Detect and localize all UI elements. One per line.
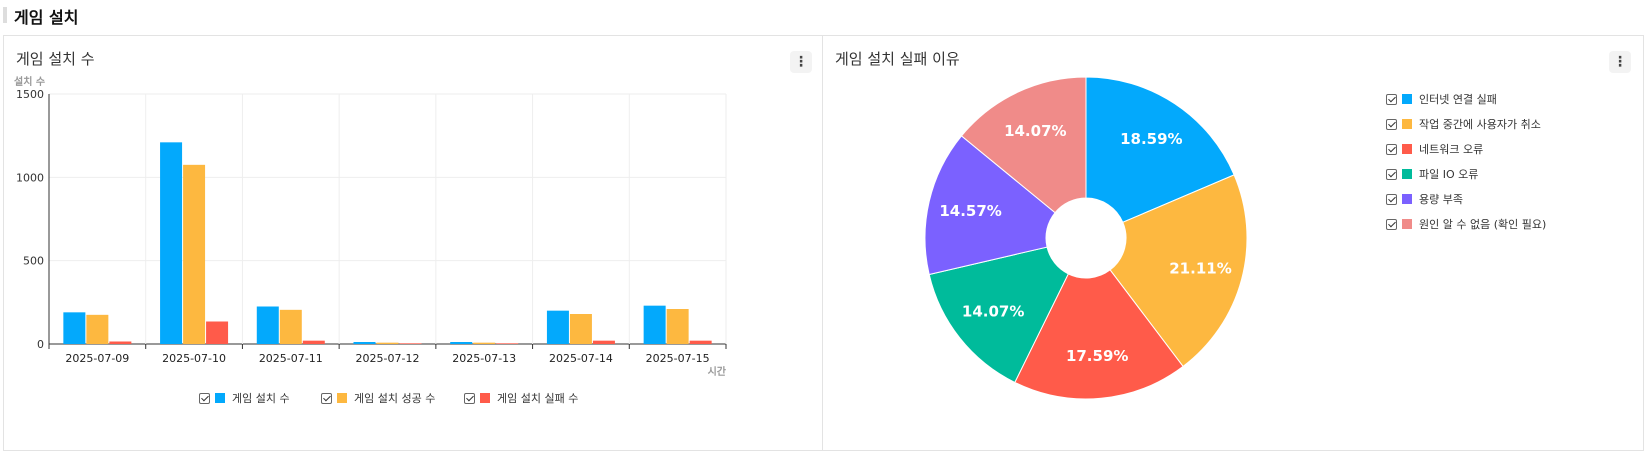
- legend-swatch: [1402, 219, 1412, 229]
- legend-item[interactable]: 인터넷 연결 실패: [1386, 91, 1497, 107]
- bar: [496, 343, 519, 344]
- bar: [256, 306, 279, 344]
- pie-slice: [928, 246, 1069, 384]
- pie-slice: [924, 135, 1056, 276]
- y-axis-label: 설치 수: [14, 75, 45, 88]
- legend-checkbox[interactable]: [464, 392, 475, 404]
- x-tick-label: 2025-07-15: [646, 352, 710, 365]
- x-tick-label: 2025-07-10: [162, 352, 226, 365]
- slice-label: 18.59%: [1120, 130, 1182, 148]
- more-menu-button[interactable]: ⋮: [1609, 51, 1631, 73]
- bar: [376, 342, 399, 344]
- y-tick-label: 0: [37, 338, 44, 351]
- legend-label: 인터넷 연결 실패: [1419, 93, 1497, 106]
- x-axis-label: 시간: [708, 365, 727, 378]
- bar: [160, 142, 183, 344]
- pie-slice: [1014, 269, 1184, 400]
- donut-chart: 18.59% 21.11% 17.59% 14.07% 14.57% 14.07%: [924, 76, 1248, 400]
- pie-slice: [960, 76, 1087, 214]
- bar: [353, 342, 376, 344]
- bar: [279, 309, 302, 344]
- install-count-panel: 게임 설치 수 ⋮ 설치 수 0 500 1000 1500 2025-07-09 2025…: [3, 35, 825, 451]
- section-title: 게임 설치: [14, 8, 79, 27]
- legend-swatch: [1402, 119, 1412, 129]
- bar: [546, 310, 569, 344]
- bar: [302, 340, 325, 344]
- legend-checkbox[interactable]: [1386, 168, 1397, 180]
- legend-label: 용량 부족: [1419, 193, 1463, 206]
- bar: [473, 342, 496, 344]
- legend-swatch: [1402, 169, 1412, 179]
- bar: [643, 305, 666, 344]
- legend-label: 파일 IO 오류: [1419, 168, 1479, 181]
- legend-swatch: [337, 393, 347, 403]
- x-tick-label: 2025-07-09: [65, 352, 129, 365]
- y-tick-label: 1000: [16, 171, 44, 184]
- pie-slice: [1109, 174, 1248, 368]
- legend-checkbox[interactable]: [1386, 118, 1397, 130]
- legend-swatch: [215, 393, 225, 403]
- bar-chart: 설치 수 0 500 1000 1500 2025-07-09 2025-07-10 2025…: [14, 75, 727, 378]
- legend-item[interactable]: 게임 설치 실패 수: [464, 390, 578, 406]
- x-tick-label: 2025-07-11: [259, 352, 323, 365]
- legend-item[interactable]: 게임 설치 수: [199, 390, 290, 406]
- bar: [183, 164, 206, 344]
- section-header: 게임 설치: [0, 0, 1647, 30]
- legend-checkbox[interactable]: [199, 392, 210, 404]
- panel-title: 게임 설치 수: [16, 50, 95, 68]
- legend-checkbox[interactable]: [1386, 218, 1397, 230]
- slice-label: 14.57%: [939, 202, 1001, 220]
- legend-item[interactable]: 작업 중간에 사용자가 취소: [1386, 116, 1541, 132]
- section-header-bar: [3, 7, 7, 23]
- legend-label: 원인 알 수 없음 (확인 필요): [1419, 218, 1547, 231]
- y-tick-label: 1500: [16, 88, 44, 101]
- legend-label: 게임 설치 수: [232, 392, 290, 405]
- bar: [592, 340, 615, 344]
- legend-swatch: [480, 393, 490, 403]
- legend-checkbox[interactable]: [1386, 193, 1397, 205]
- bar: [206, 321, 229, 344]
- install-failure-panel: 게임 설치 실패 이유 ⋮ 18.59% 21.11% 17.59% 14.07% 14…: [822, 35, 1644, 451]
- bar: [450, 342, 473, 344]
- bar: [569, 314, 592, 344]
- x-tick-label: 2025-07-13: [452, 352, 516, 365]
- bar: [63, 312, 86, 344]
- slice-label: 17.59%: [1066, 347, 1128, 365]
- bar: [666, 309, 689, 344]
- legend-checkbox[interactable]: [321, 392, 332, 404]
- legend-label: 작업 중간에 사용자가 취소: [1419, 118, 1541, 131]
- x-tick-label: 2025-07-14: [549, 352, 613, 365]
- legend-label: 네트워크 오류: [1419, 143, 1484, 156]
- more-menu-button[interactable]: ⋮: [790, 51, 812, 73]
- legend-item[interactable]: 용량 부족: [1386, 191, 1463, 207]
- legend-swatch: [1402, 144, 1412, 154]
- bar: [399, 343, 422, 344]
- y-tick-label: 500: [23, 255, 44, 268]
- legend-item[interactable]: 네트워크 오류: [1386, 141, 1483, 157]
- pie-slice: [1085, 76, 1235, 223]
- legend-swatch: [1402, 194, 1412, 204]
- x-tick-label: 2025-07-12: [356, 352, 420, 365]
- legend-checkbox[interactable]: [1386, 143, 1397, 155]
- panel-title: 게임 설치 실패 이유: [835, 50, 960, 68]
- legend-checkbox[interactable]: [1386, 93, 1397, 105]
- legend-item[interactable]: 파일 IO 오류: [1386, 166, 1478, 182]
- slice-label: 14.07%: [1004, 122, 1066, 140]
- bar: [689, 340, 712, 344]
- slice-label: 21.11%: [1169, 260, 1231, 278]
- legend-item[interactable]: 게임 설치 성공 수: [321, 390, 435, 406]
- bar: [109, 341, 132, 344]
- legend-label: 게임 설치 성공 수: [354, 392, 436, 405]
- slice-label: 14.07%: [962, 303, 1024, 321]
- bar: [86, 314, 109, 344]
- legend-label: 게임 설치 실패 수: [497, 392, 579, 405]
- legend-item[interactable]: 원인 알 수 없음 (확인 필요): [1386, 216, 1546, 232]
- legend-swatch: [1402, 94, 1412, 104]
